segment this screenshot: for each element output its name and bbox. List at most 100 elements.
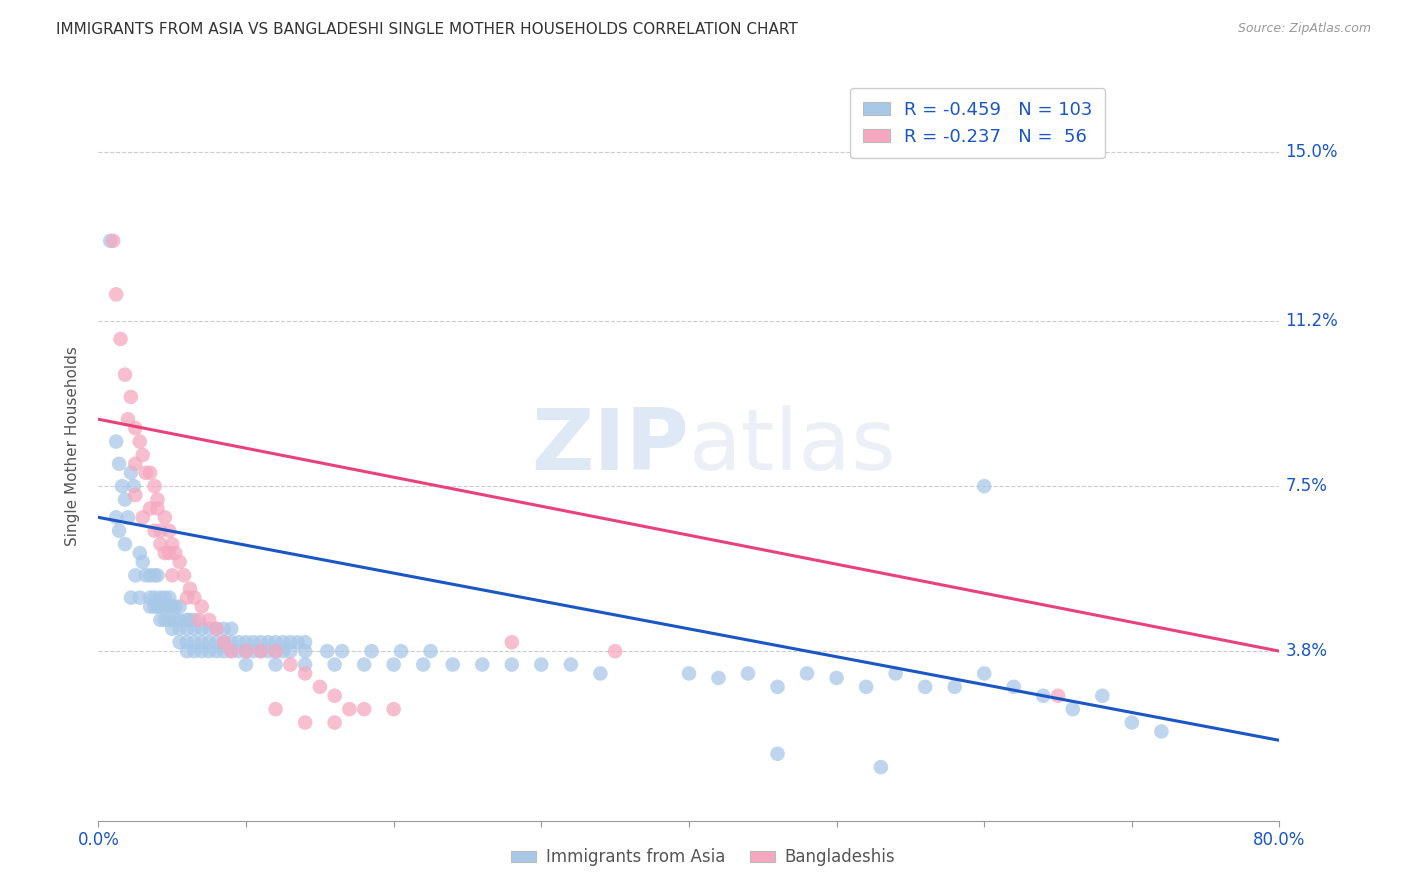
Point	[165, 546, 187, 560]
Point	[165, 613, 187, 627]
Point	[441, 657, 464, 672]
Point	[120, 466, 142, 480]
Point	[124, 457, 146, 471]
Point	[198, 644, 221, 658]
Point	[316, 644, 339, 658]
Point	[737, 666, 759, 681]
Point	[501, 657, 523, 672]
Point	[157, 591, 180, 605]
Point	[146, 568, 169, 582]
Legend: R = -0.459   N = 103, R = -0.237   N =  56: R = -0.459 N = 103, R = -0.237 N = 56	[849, 88, 1105, 158]
Point	[176, 613, 198, 627]
Point	[191, 644, 214, 658]
Text: ZIP: ZIP	[531, 404, 689, 488]
Point	[153, 599, 176, 614]
Point	[382, 657, 405, 672]
Text: Source: ZipAtlas.com: Source: ZipAtlas.com	[1237, 22, 1371, 36]
Point	[228, 644, 250, 658]
Point	[179, 582, 201, 596]
Point	[149, 599, 172, 614]
Point	[139, 466, 162, 480]
Point	[105, 287, 128, 301]
Point	[294, 657, 316, 672]
Point	[264, 635, 287, 649]
Point	[114, 492, 136, 507]
Point	[191, 622, 214, 636]
Point	[146, 599, 169, 614]
Point	[884, 666, 907, 681]
Point	[589, 666, 612, 681]
Point	[198, 622, 221, 636]
Point	[153, 510, 176, 524]
Point	[157, 546, 180, 560]
Point	[212, 644, 235, 658]
Point	[169, 622, 191, 636]
Point	[280, 635, 302, 649]
Point	[1121, 715, 1143, 730]
Text: 11.2%: 11.2%	[1285, 312, 1339, 330]
Point	[1150, 724, 1173, 739]
Point	[796, 666, 818, 681]
Point	[1091, 689, 1114, 703]
Point	[179, 613, 201, 627]
Point	[153, 613, 176, 627]
Point	[271, 635, 294, 649]
Point	[205, 635, 228, 649]
Point	[108, 524, 131, 538]
Point	[221, 644, 243, 658]
Point	[250, 635, 273, 649]
Point	[271, 644, 294, 658]
Point	[242, 635, 264, 649]
Point	[132, 555, 155, 569]
Point	[212, 622, 235, 636]
Point	[294, 644, 316, 658]
Point	[339, 702, 361, 716]
Point	[205, 644, 228, 658]
Point	[162, 568, 183, 582]
Point	[191, 599, 214, 614]
Point	[264, 644, 287, 658]
Point	[124, 488, 146, 502]
Point	[191, 635, 214, 649]
Point	[235, 635, 257, 649]
Point	[212, 635, 235, 649]
Text: 7.5%: 7.5%	[1285, 477, 1327, 495]
Point	[212, 635, 235, 649]
Point	[157, 613, 180, 627]
Point	[120, 591, 142, 605]
Point	[120, 390, 142, 404]
Point	[228, 635, 250, 649]
Point	[287, 635, 309, 649]
Point	[176, 644, 198, 658]
Point	[382, 702, 405, 716]
Point	[280, 644, 302, 658]
Point	[389, 644, 412, 658]
Point	[323, 657, 346, 672]
Point	[412, 657, 434, 672]
Point	[221, 644, 243, 658]
Point	[183, 644, 205, 658]
Point	[122, 479, 145, 493]
Point	[294, 715, 316, 730]
Point	[162, 622, 183, 636]
Point	[678, 666, 700, 681]
Point	[128, 546, 150, 560]
Point	[294, 635, 316, 649]
Point	[530, 657, 553, 672]
Point	[117, 510, 139, 524]
Point	[157, 599, 180, 614]
Point	[205, 622, 228, 636]
Y-axis label: Single Mother Households: Single Mother Households	[65, 346, 80, 546]
Point	[250, 644, 273, 658]
Point	[149, 613, 172, 627]
Point	[149, 537, 172, 551]
Point	[153, 546, 176, 560]
Text: atlas: atlas	[689, 404, 897, 488]
Point	[128, 434, 150, 449]
Point	[766, 680, 789, 694]
Point	[117, 412, 139, 426]
Point	[257, 644, 280, 658]
Point	[943, 680, 966, 694]
Point	[419, 644, 441, 658]
Text: 3.8%: 3.8%	[1285, 642, 1327, 660]
